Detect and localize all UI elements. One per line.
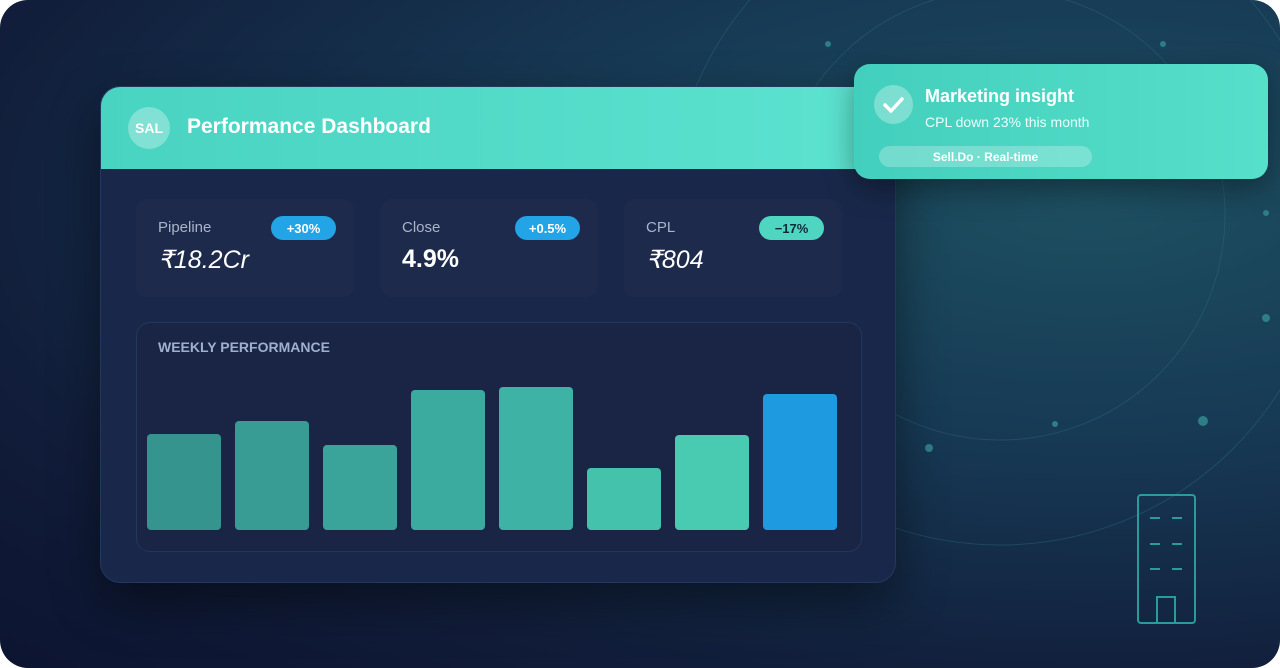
bar	[499, 387, 573, 530]
notification-text: CPL down 23% this month	[925, 114, 1090, 130]
kpi-label: CPL	[646, 219, 676, 236]
chart-title: WEEKLY PERFORMANCE	[158, 339, 330, 355]
kpi-badge: −17%	[759, 216, 824, 240]
kpi-badge: +30%	[271, 216, 336, 240]
kpi-value: ₹804	[646, 246, 704, 274]
kpi-label: Pipeline	[158, 219, 212, 236]
logo: SAL	[128, 107, 170, 149]
header: SAL Performance Dashboard	[101, 87, 895, 169]
kpi-label: Close	[402, 219, 441, 236]
chart-panel: WEEKLY PERFORMANCE	[136, 322, 862, 552]
notification-title: Marketing insight	[925, 86, 1075, 106]
kpi-value: ₹18.2Cr	[158, 246, 249, 274]
bar	[323, 445, 397, 530]
bar	[587, 468, 661, 530]
kpi-card[interactable]: Pipeline ₹18.2Cr +30%	[136, 199, 354, 297]
bar	[235, 421, 309, 530]
bar	[147, 434, 221, 530]
bar	[763, 394, 837, 530]
dashboard-title: Performance Dashboard	[187, 115, 431, 138]
kpi-badge: +0.5%	[515, 216, 580, 240]
bar	[675, 435, 749, 530]
kpi-card[interactable]: Close 4.9% +0.5%	[380, 199, 598, 297]
bar	[411, 390, 485, 530]
dashboard-card: SAL Performance Dashboard Pipeline ₹18.2…	[100, 86, 896, 583]
check-icon	[874, 85, 913, 124]
notification-tag: Sell.Do · Real-time	[879, 146, 1092, 167]
kpi-card[interactable]: CPL ₹804 −17%	[624, 199, 842, 297]
kpi-value: 4.9%	[402, 245, 459, 273]
notification[interactable]: Marketing insight CPL down 23% this mont…	[854, 64, 1268, 179]
chart	[147, 387, 837, 530]
